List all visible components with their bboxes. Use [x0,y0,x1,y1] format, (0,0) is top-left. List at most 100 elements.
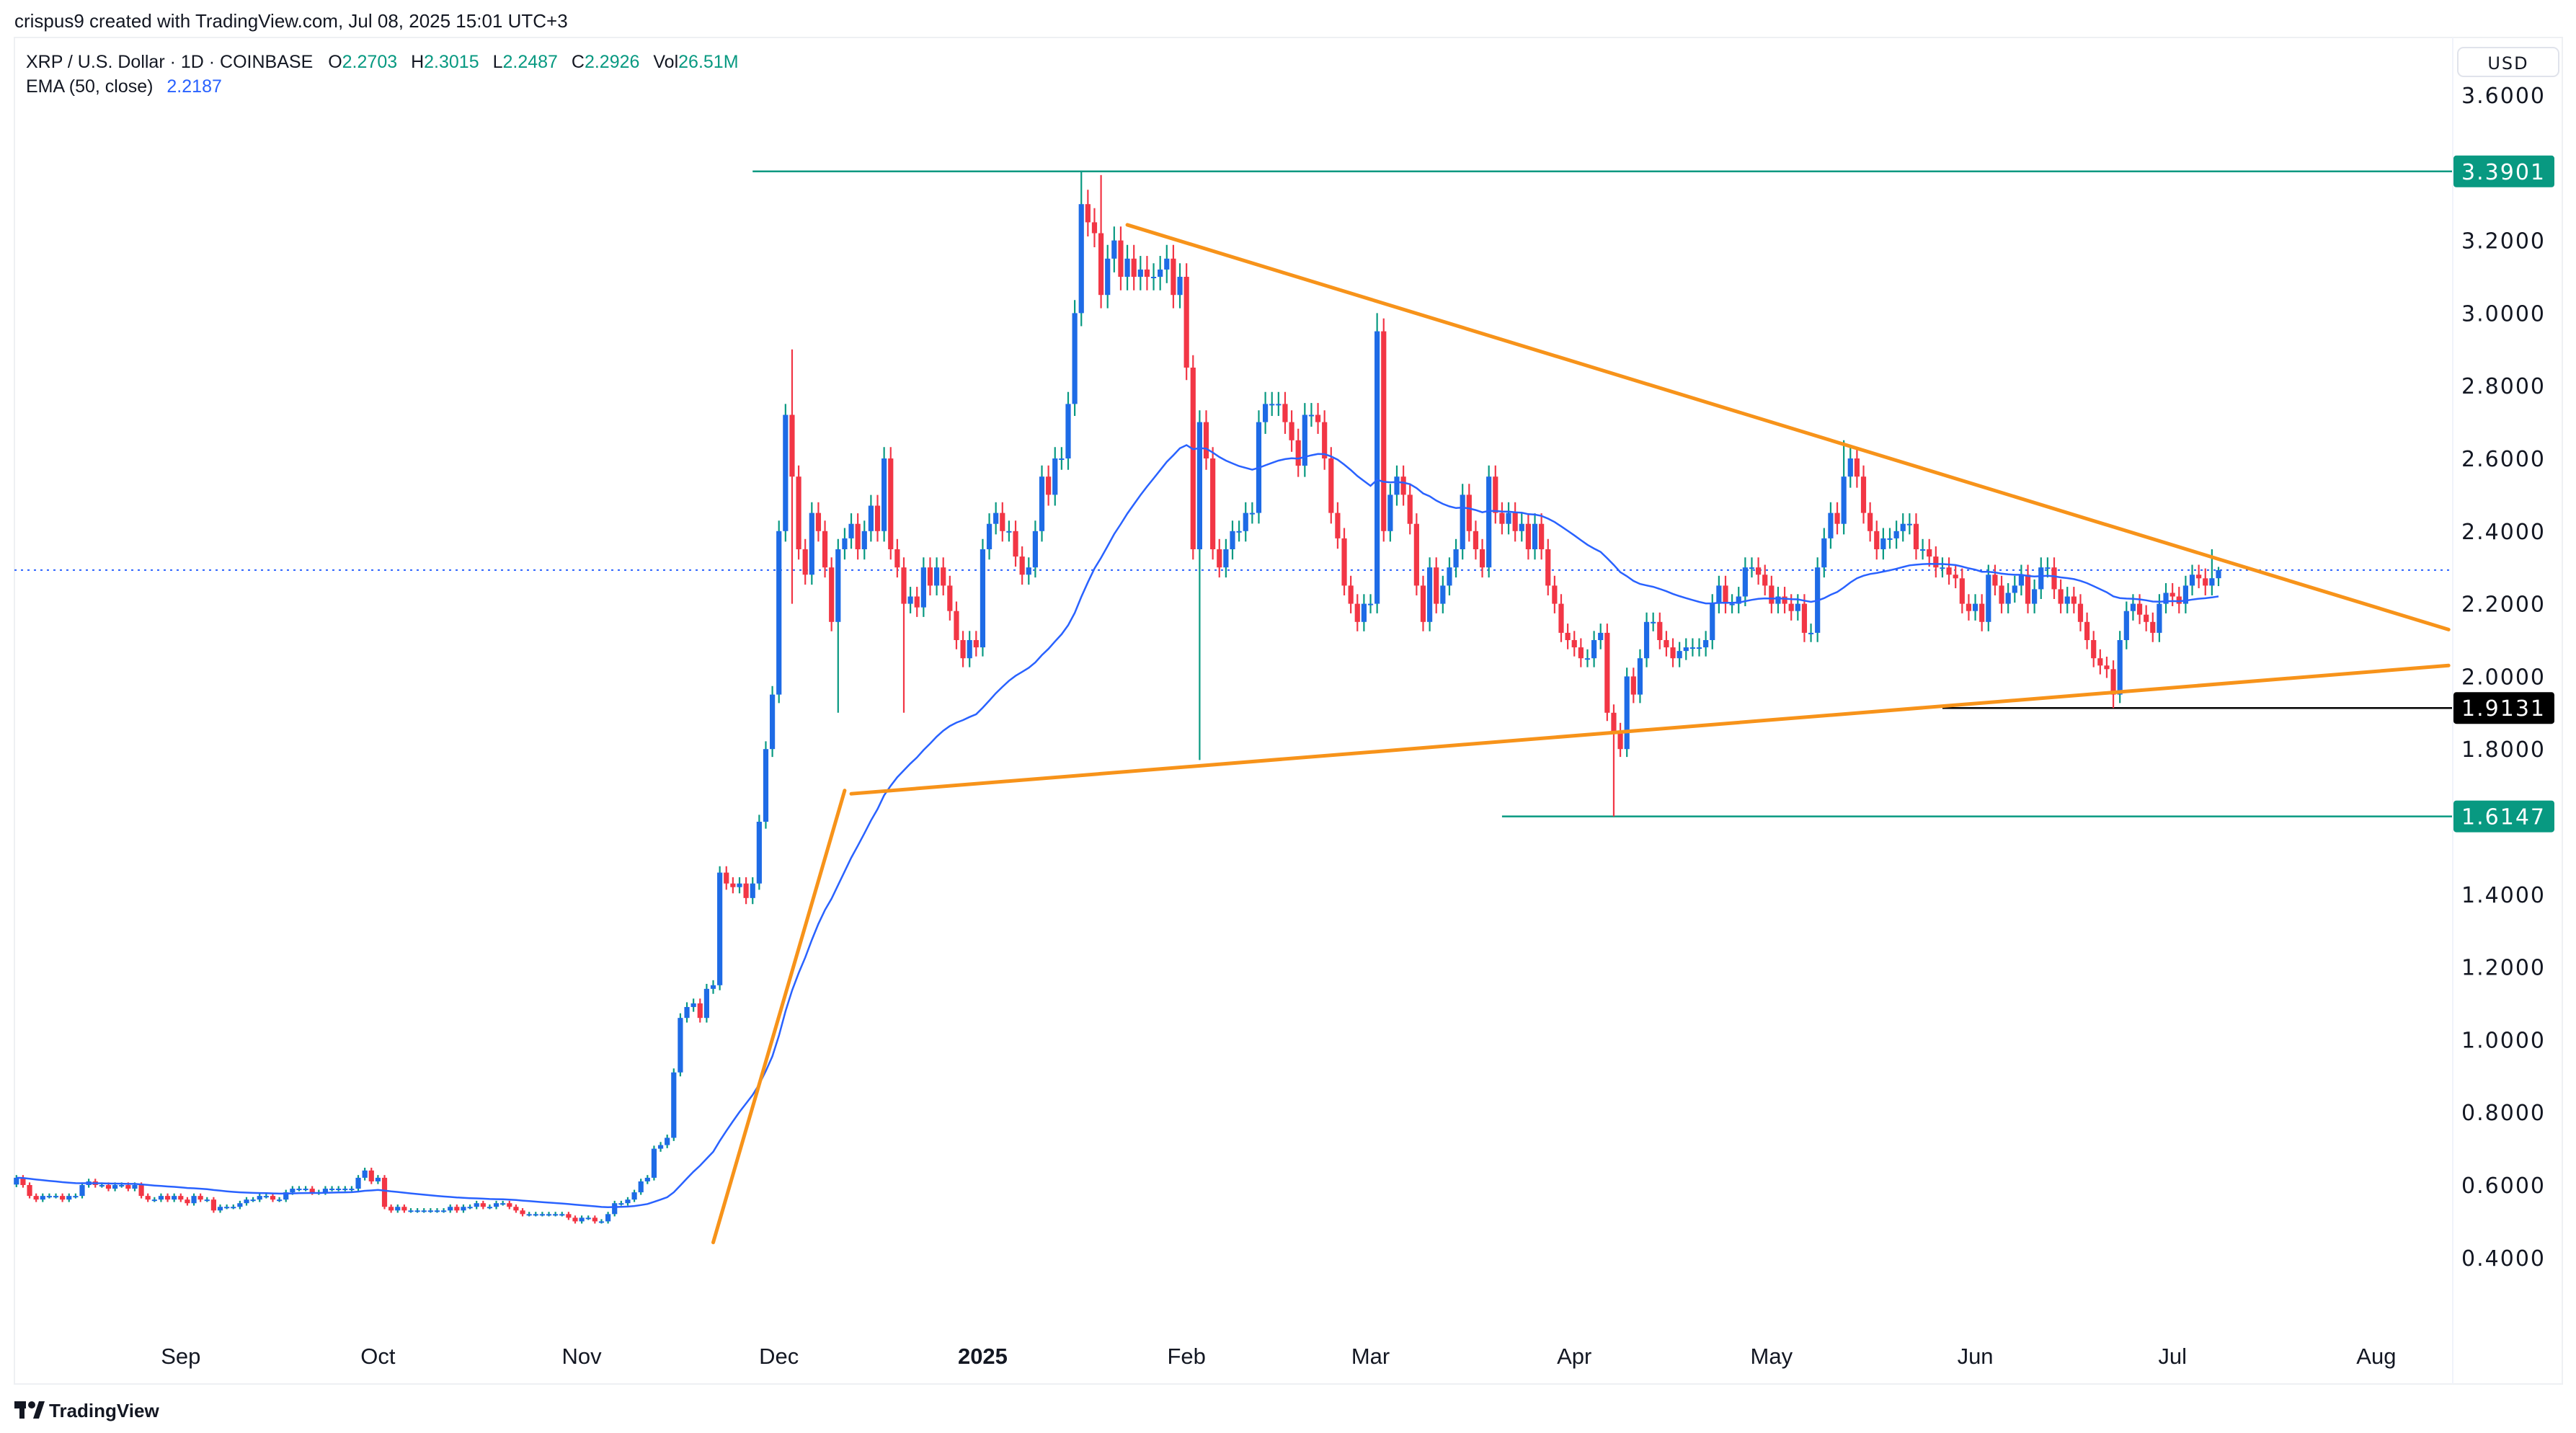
candle[interactable] [684,1002,690,1023]
candle[interactable] [1808,624,1814,642]
candle[interactable] [954,601,959,649]
candle[interactable] [388,1204,394,1213]
candle[interactable] [2097,649,2103,675]
candle[interactable] [1479,538,1485,578]
candle[interactable] [1387,484,1393,542]
candle[interactable] [1900,513,1906,542]
candle[interactable] [467,1204,473,1210]
candle[interactable] [592,1215,598,1224]
candle[interactable] [789,349,795,604]
candle[interactable] [2038,557,2044,599]
candle[interactable] [1749,557,1755,578]
candle[interactable] [1367,594,1374,613]
candle[interactable] [1098,174,1104,309]
candle[interactable] [809,502,814,585]
candle[interactable] [1032,520,1038,578]
candle[interactable] [1269,391,1275,417]
candle[interactable] [855,513,861,560]
candle[interactable] [1210,447,1216,560]
candle[interactable] [724,866,729,890]
candle[interactable] [835,538,841,713]
candle[interactable] [1177,263,1183,309]
candle[interactable] [703,983,709,1023]
candle[interactable] [881,447,887,542]
candle[interactable] [1499,502,1505,535]
candle[interactable] [329,1186,335,1192]
candle[interactable] [2051,557,2057,599]
candle[interactable] [513,1204,519,1213]
candle[interactable] [671,1068,677,1141]
candle[interactable] [1144,256,1150,290]
candle[interactable] [546,1212,552,1217]
candle[interactable] [277,1197,283,1202]
candle[interactable] [1940,557,1945,578]
candle[interactable] [231,1204,236,1210]
candle[interactable] [1381,318,1387,542]
candle[interactable] [1013,520,1018,567]
candle[interactable] [1933,546,1939,578]
candle[interactable] [1604,624,1610,722]
candle[interactable] [1821,528,1827,578]
candle[interactable] [191,1193,197,1206]
candle[interactable] [967,631,972,667]
candle[interactable] [756,815,762,890]
candle[interactable] [730,877,736,894]
candle[interactable] [1276,391,1282,417]
candle[interactable] [1341,528,1347,596]
candle[interactable] [145,1193,151,1202]
candle[interactable] [46,1193,52,1199]
candle[interactable] [27,1182,32,1199]
candle[interactable] [776,520,782,704]
candle[interactable] [861,520,867,560]
candle[interactable] [1775,587,1781,613]
candle[interactable] [1217,538,1222,578]
candle[interactable] [941,557,946,596]
candle[interactable] [1243,502,1248,542]
candle[interactable] [1440,575,1446,613]
candle[interactable] [1413,513,1419,596]
candle[interactable] [1683,638,1689,660]
candle[interactable] [1716,575,1722,613]
candle[interactable] [1519,513,1524,542]
candle[interactable] [533,1212,538,1217]
candle[interactable] [848,513,854,549]
candle[interactable] [1828,502,1834,549]
candle[interactable] [283,1189,289,1202]
candle[interactable] [1019,546,1025,585]
candle[interactable] [1059,447,1065,470]
candle[interactable] [1493,465,1498,524]
candle[interactable] [2091,631,2097,667]
candle[interactable] [1078,171,1084,327]
candle[interactable] [2216,567,2221,587]
candle[interactable] [1196,410,1202,760]
candle[interactable] [2110,660,2116,709]
candle[interactable] [763,741,769,829]
tradingview-logo[interactable]: TradingView [14,1400,159,1421]
candle[interactable] [1105,244,1111,309]
candle[interactable] [585,1215,591,1220]
candle[interactable] [427,1208,433,1213]
candle[interactable] [1736,587,1741,613]
candle[interactable] [60,1193,66,1202]
candle[interactable] [1394,465,1400,506]
candle[interactable] [737,877,742,894]
candle[interactable] [874,494,881,542]
candle[interactable] [1670,638,1676,667]
candle[interactable] [1249,502,1255,524]
candle[interactable] [375,1175,381,1184]
price-axis[interactable]: 3.6000 3.2000 3.0000 2.8000 2.6000 2.4000 2.20… [2453,84,2554,1272]
candle[interactable] [79,1182,85,1199]
candle[interactable] [164,1193,171,1202]
candle[interactable] [1578,638,1584,667]
candle[interactable] [1420,575,1426,631]
candle[interactable] [461,1204,466,1213]
candle[interactable] [1834,502,1840,535]
candle[interactable] [33,1193,39,1202]
candle[interactable] [73,1193,79,1199]
candle[interactable] [1322,410,1328,470]
candle[interactable] [204,1197,210,1202]
candle[interactable] [618,1200,624,1206]
candle[interactable] [1643,612,1650,667]
candle[interactable] [2025,564,2031,613]
candle[interactable] [224,1204,230,1210]
